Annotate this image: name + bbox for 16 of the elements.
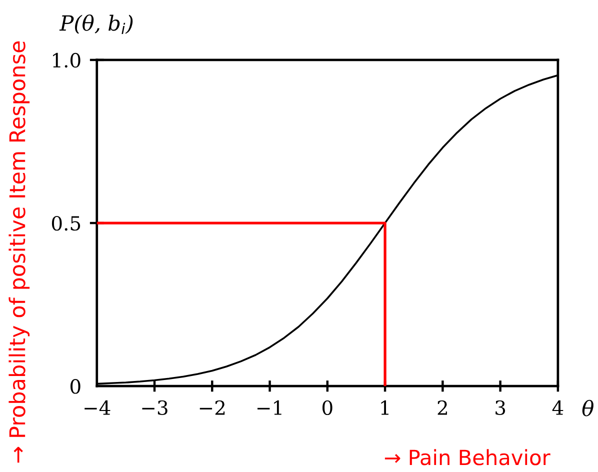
- x-tick-label: −2: [200, 400, 225, 415]
- x-tick-label: 1: [381, 400, 388, 415]
- x-tick-label: −1: [258, 400, 282, 415]
- x-tick-label: −4: [84, 400, 110, 415]
- y-tick-label: 0.5: [52, 216, 80, 231]
- x-axis-title: θ: [582, 400, 594, 416]
- text: → Pain Behavior: [384, 449, 550, 466]
- y-tick-label: 1.0: [53, 52, 80, 68]
- text: → Probability of positive Item Response: [8, 41, 30, 463]
- y-tick-label: 0: [70, 379, 80, 394]
- x-tick-label: 2: [438, 400, 447, 415]
- x-tick-label: 0: [322, 400, 332, 416]
- x-tick-label: 3: [496, 400, 506, 416]
- x-tick-label: 4: [552, 400, 564, 415]
- x-tick-label: −3: [142, 400, 168, 416]
- y-axis-title: P(θ, b$_{i}$): [59, 14, 133, 34]
